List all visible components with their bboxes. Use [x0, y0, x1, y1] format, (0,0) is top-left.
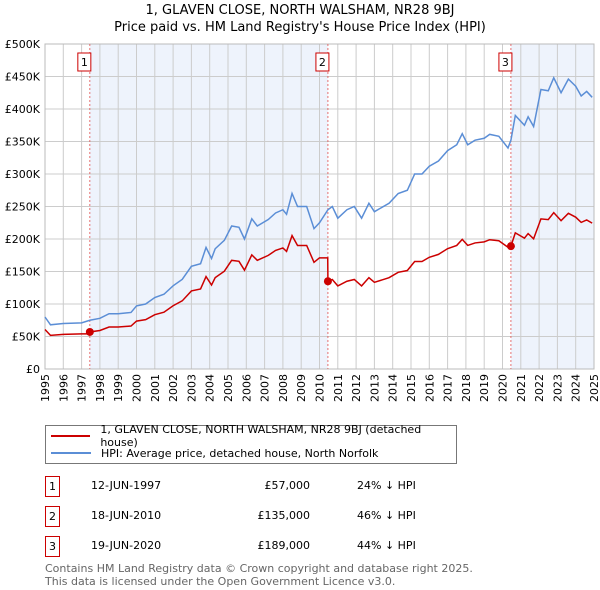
- x-tick-label: 2016: [423, 374, 436, 402]
- x-tick-label: 2014: [387, 374, 400, 402]
- x-tick-label: 2011: [332, 374, 345, 402]
- y-tick-label: £500K: [5, 38, 41, 51]
- x-tick-label: 2020: [497, 374, 510, 402]
- x-tick-label: 2009: [295, 374, 308, 402]
- x-tick-label: 2002: [167, 374, 180, 402]
- y-tick-label: £400K: [5, 103, 41, 116]
- sale-point: [323, 277, 332, 286]
- sale-label: 3: [502, 56, 509, 69]
- x-tick-label: 2008: [277, 374, 290, 402]
- plot-area: 1995 1996 1997 1998 1999 2000 2001 2002 2003 2004…: [5, 38, 600, 402]
- x-tick-label: 1998: [94, 374, 107, 402]
- sale-date: 18-JUN-2010: [91, 509, 162, 522]
- y-tick-label: £250K: [5, 201, 41, 214]
- x-tick-label: 2015: [405, 374, 418, 402]
- x-tick-label: 2007: [259, 374, 272, 402]
- x-tick-label: 2006: [240, 374, 253, 402]
- sale-price: £57,000: [264, 479, 311, 492]
- plot-border: [44, 43, 595, 370]
- x-tick-label: 1996: [57, 374, 70, 402]
- legend-red-line: [51, 435, 91, 437]
- x-tick-label: 2005: [222, 374, 235, 402]
- sale-hpi-diff: 46% ↓ HPI: [357, 509, 416, 522]
- sale-label: 1: [81, 56, 88, 69]
- legend-blue-line: [51, 452, 91, 454]
- sale-number: 2: [45, 506, 60, 527]
- sale-label: 2: [319, 56, 326, 69]
- x-tick-label: 1999: [112, 374, 125, 402]
- y-tick-label: £350K: [5, 136, 41, 149]
- sale-date: 12-JUN-1997: [91, 479, 162, 492]
- x-tick-label: 2024: [570, 374, 583, 402]
- sale-point: [85, 327, 94, 336]
- x-tick-label: 2000: [131, 374, 144, 402]
- x-tick-label: 2019: [478, 374, 491, 402]
- x-tick-label: 2001: [149, 374, 162, 402]
- sale-label-box: [315, 52, 330, 72]
- sale-label-box: [77, 52, 92, 72]
- sale-row: 3 19-JUN-2020 £189,000 44% ↓ HPI: [45, 536, 465, 557]
- sale-price: £189,000: [257, 539, 311, 552]
- sale-label-box: [498, 52, 513, 72]
- sale-date: 19-JUN-2020: [91, 539, 162, 552]
- sale-hpi-diff: 44% ↓ HPI: [357, 539, 416, 552]
- footer-line2: This data is licensed under the Open Gov…: [45, 575, 396, 588]
- y-tick-label: £450K: [5, 71, 41, 84]
- chart-title: 1, GLAVEN CLOSE, NORTH WALSHAM, NR28 9BJ: [145, 3, 455, 18]
- x-tick-label: 2021: [515, 374, 528, 402]
- legend-red-label: 1, GLAVEN CLOSE, NORTH WALSHAM, NR28 9BJ…: [100, 423, 422, 449]
- y-tick-label: £200K: [5, 233, 41, 246]
- footer-line1: Contains HM Land Registry data © Crown c…: [45, 562, 473, 575]
- sale-row: 1 12-JUN-1997 £57,000 24% ↓ HPI: [45, 476, 465, 497]
- x-tick-label: 1997: [76, 374, 89, 402]
- y-tick-label: £300K: [5, 168, 41, 181]
- sale-point: [506, 242, 515, 251]
- x-tick-label: 2012: [350, 374, 363, 402]
- x-tick-label: 2003: [185, 374, 198, 402]
- sale-number: 1: [45, 476, 60, 497]
- sale-number: 3: [45, 536, 60, 557]
- x-tick-label: 2004: [204, 374, 217, 402]
- legend-blue-label: HPI: Average price, detached house, Nort…: [101, 446, 379, 460]
- y-tick-label: £50K: [12, 331, 41, 344]
- sale-price: £135,000: [257, 509, 311, 522]
- x-tick-label: 1995: [39, 374, 52, 402]
- x-tick-label: 2022: [533, 374, 546, 402]
- x-tick-label: 2018: [460, 374, 473, 402]
- x-tick-label: 2013: [368, 374, 381, 402]
- sale-row: 2 18-JUN-2010 £135,000 46% ↓ HPI: [45, 506, 465, 527]
- y-tick-label: £100K: [5, 298, 41, 311]
- y-tick-label: £150K: [5, 266, 41, 279]
- x-tick-label: 2017: [442, 374, 455, 402]
- chart-subtitle: Price paid vs. HM Land Registry's House …: [114, 20, 486, 35]
- x-tick-label: 2023: [551, 374, 564, 402]
- sale-hpi-diff: 24% ↓ HPI: [357, 479, 416, 492]
- x-tick-label: 2010: [314, 374, 327, 402]
- hpi-line: [44, 75, 593, 326]
- x-tick-label: 2025: [588, 374, 600, 402]
- legend: 1, GLAVEN CLOSE, NORTH WALSHAM, NR28 9BJ…: [45, 423, 457, 464]
- y-tick-label: £0: [26, 363, 40, 376]
- footer: Contains HM Land Registry data © Crown c…: [45, 562, 473, 588]
